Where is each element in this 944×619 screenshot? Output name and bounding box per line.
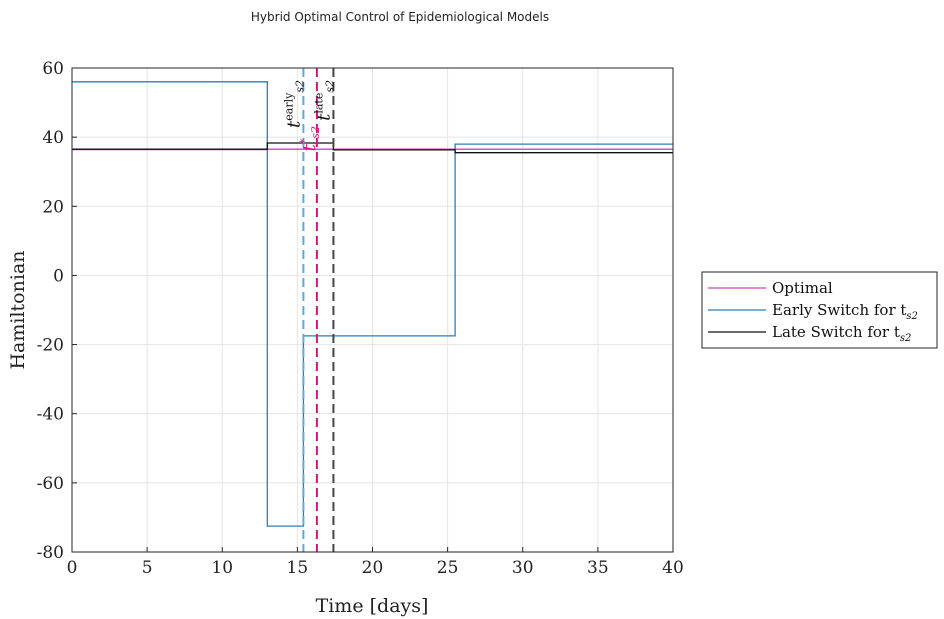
chart-title: Hybrid Optimal Control of Epidemiologica… — [251, 10, 549, 24]
legend-entry-name: Optimal — [772, 279, 833, 297]
x-axis-label: Time [days] — [316, 595, 429, 617]
label-sub: s2 — [323, 80, 336, 93]
y-tick-label: -80 — [37, 543, 64, 563]
legend-entry-sub: s2 — [906, 311, 918, 322]
y-tick-label: -60 — [37, 474, 64, 494]
legend-entry-1: Early Switch for ts2 — [772, 301, 918, 322]
label-sub: s2 — [309, 126, 322, 139]
label-main: t — [299, 143, 320, 151]
label-main: t — [313, 113, 334, 121]
x-tick-label: 35 — [587, 558, 609, 578]
label-main: t — [283, 120, 304, 128]
series-line-1 — [72, 81, 673, 527]
x-tick-label: 30 — [512, 558, 534, 578]
y-tick-label: 20 — [42, 197, 64, 217]
label-sup: late — [312, 93, 325, 114]
x-tick-label: 5 — [142, 558, 153, 578]
switch-time-label-2: tlates2 — [312, 80, 336, 121]
grid — [71, 67, 674, 553]
label-sup: * — [298, 138, 311, 144]
tick-labels: 0 5 10 15 20 25 30 35 40 -80 -60 -40 -20 0 20 40 60 — [37, 59, 684, 578]
label-sub: s2 — [293, 80, 306, 93]
legend-entry-name: Late Switch for t — [772, 323, 900, 341]
y-tick-label: 40 — [42, 128, 64, 148]
y-tick-label: -20 — [37, 336, 64, 356]
y-tick-label: 60 — [42, 59, 64, 79]
x-tick-label: 10 — [211, 558, 233, 578]
legend-entry-0: Optimal — [772, 279, 833, 297]
legend-entry-2: Late Switch for ts2 — [772, 323, 911, 344]
y-axis-label: Hamiltonian — [7, 250, 29, 369]
switch-time-label-0: tearlys2 — [282, 80, 306, 128]
legend-entry-name: Early Switch for t — [772, 301, 906, 319]
x-tick-label: 40 — [662, 558, 684, 578]
switch-time-label-text: tearlys2 — [282, 80, 306, 128]
x-tick-label: 0 — [67, 558, 78, 578]
x-tick-label: 15 — [287, 558, 309, 578]
switch-time-label-text: tlates2 — [312, 80, 336, 121]
switch-time-label-text: t*s2 — [298, 126, 322, 151]
switch-time-label-1: t*s2 — [298, 126, 322, 151]
legend-entry-sub: s2 — [900, 333, 912, 344]
x-tick-label: 25 — [437, 558, 459, 578]
label-sup: early — [282, 92, 295, 121]
x-tick-label: 20 — [362, 558, 384, 578]
y-tick-label: 0 — [53, 266, 64, 286]
y-tick-label: -40 — [37, 405, 64, 425]
